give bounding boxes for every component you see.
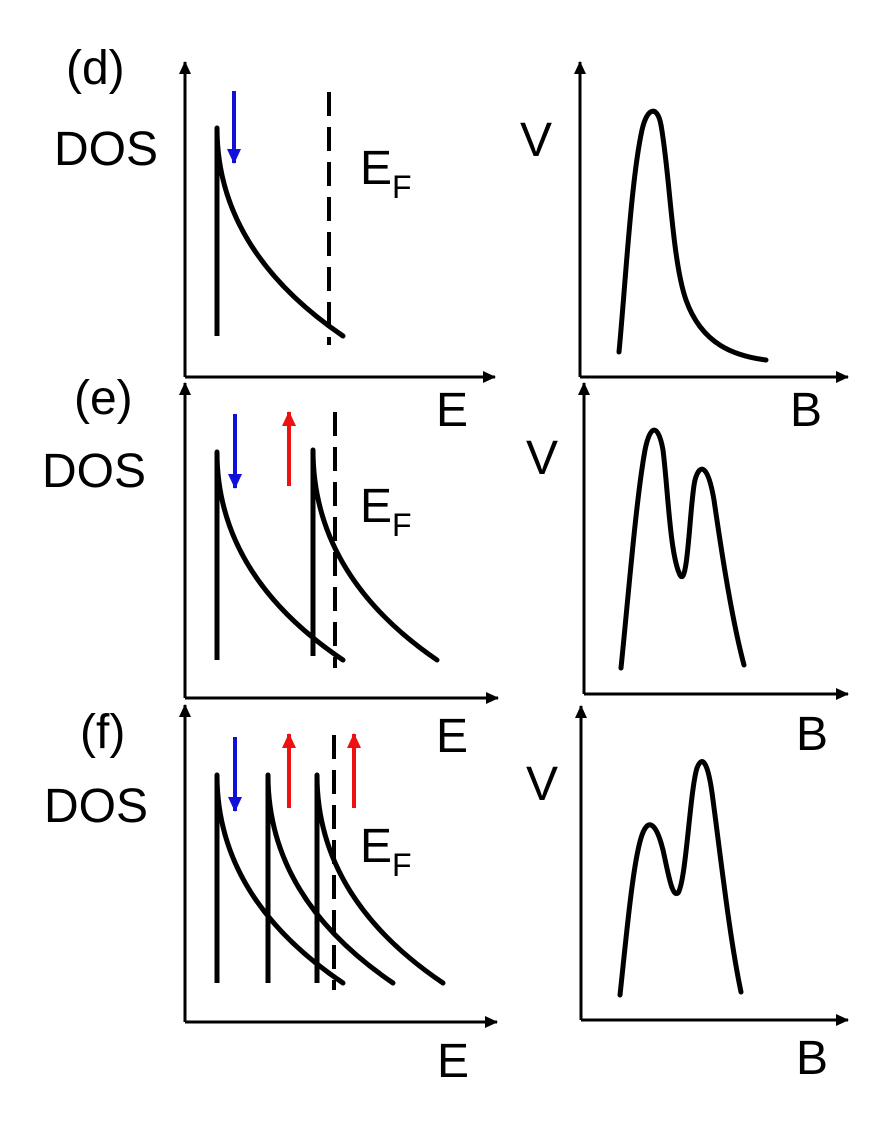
dos-plot: EF E — [179, 61, 496, 437]
fermi-label: EF — [360, 142, 412, 205]
dos-axis-label: DOS — [44, 780, 148, 833]
spin-down-dos-curve — [214, 125, 346, 339]
voltage-axis-label: V — [526, 432, 558, 485]
voltage-plot: V B — [526, 705, 849, 1085]
energy-axis-label: E — [436, 710, 468, 763]
panel-f: (f) DOS EF E V B — [44, 704, 849, 1088]
spin-up-dos-curve-1 — [265, 772, 396, 986]
fermi-label: EF — [360, 820, 412, 883]
dos-axis-label: DOS — [54, 123, 158, 176]
spin-up-dos-curve — [310, 447, 440, 663]
voltage-plot: V B — [526, 382, 849, 761]
dos-plot: EF E — [179, 382, 499, 763]
voltage-plot: V B — [520, 61, 849, 437]
panel-label: (d) — [66, 42, 125, 95]
energy-axis-label: E — [437, 1035, 469, 1088]
spin-up-dos-curve-2 — [314, 772, 446, 986]
field-axis-label: B — [796, 708, 828, 761]
dos-plot: EF E — [179, 704, 498, 1088]
energy-axis-label: E — [436, 384, 468, 437]
panel-e: (e) DOS EF E V B — [42, 372, 849, 763]
spin-down-dos-curve — [214, 772, 346, 986]
voltage-curve-single-peak — [616, 108, 769, 363]
voltage-axis-label: V — [526, 758, 558, 811]
voltage-axis-label: V — [520, 114, 552, 167]
panel-d: (d) DOS EF E V B — [54, 42, 849, 437]
field-axis-label: B — [790, 384, 822, 437]
panel-label: (f) — [80, 706, 125, 759]
dos-axis-label: DOS — [42, 445, 146, 498]
panel-label: (e) — [74, 372, 133, 425]
voltage-curve-double-peak-asym — [617, 759, 744, 998]
voltage-curve-double-peak — [618, 427, 747, 671]
fermi-label: EF — [360, 480, 412, 543]
field-axis-label: B — [796, 1032, 828, 1085]
